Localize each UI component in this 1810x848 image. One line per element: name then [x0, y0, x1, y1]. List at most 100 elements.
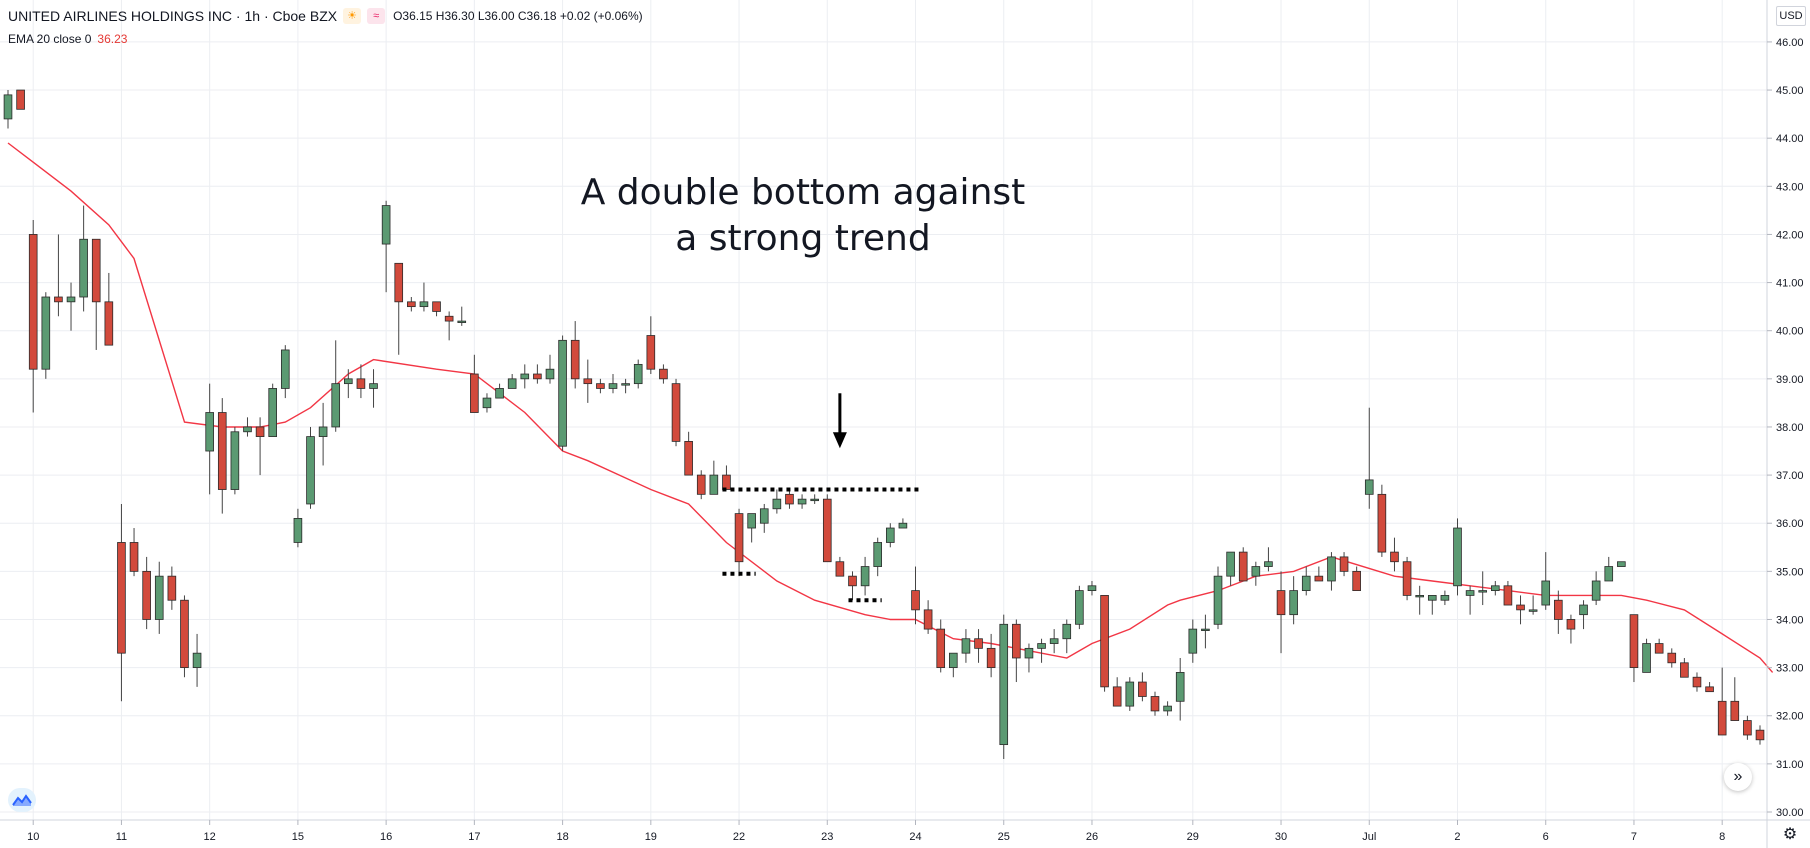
time-tick-label: 6	[1543, 831, 1549, 843]
candle-body	[79, 238, 88, 298]
price-tick-label: 43.00	[1776, 181, 1804, 193]
candle-body	[1465, 590, 1475, 596]
candle-down	[822, 494, 832, 563]
candle-body	[1755, 729, 1765, 741]
time-tick-label: 11	[116, 831, 127, 843]
candle-body	[180, 599, 189, 669]
candle-up	[1478, 571, 1488, 606]
candle-body	[507, 378, 517, 389]
candle-down	[785, 489, 794, 509]
currency-button[interactable]: USD	[1776, 6, 1806, 26]
candle-body	[1579, 604, 1588, 616]
candle-down	[1150, 691, 1160, 716]
time-tick-label: 26	[1086, 831, 1098, 843]
time-tick-label: 23	[821, 831, 833, 843]
candle-up	[419, 282, 429, 312]
candle-body	[1062, 623, 1072, 640]
candle-up	[949, 652, 958, 678]
time-tick-label: 24	[909, 831, 921, 843]
wave-icon[interactable]: ≈	[367, 8, 386, 24]
annotation-text-line1: A double bottom against	[581, 172, 1026, 213]
candle-down	[986, 633, 996, 678]
price-tick-label: 37.00	[1776, 470, 1804, 482]
price-tick-label: 41.00	[1776, 278, 1804, 290]
candle-down	[217, 398, 227, 514]
tradingview-logo-icon[interactable]	[8, 788, 36, 812]
symbol-title[interactable]: UNITED AIRLINES HOLDINGS INC · 1h · Cboe…	[8, 8, 338, 24]
candle-body	[1591, 580, 1601, 601]
candle-body	[1541, 580, 1551, 606]
candle-body	[1138, 681, 1147, 697]
candle-body	[243, 426, 252, 433]
candle-body	[28, 234, 38, 370]
time-axis[interactable]: 10 11 12 15 16 17 18 19 22 23 24 25 26 29 30 Jul 2 6 7 8	[0, 819, 1810, 843]
candle-body	[520, 373, 530, 380]
price-tick-label: 36.00	[1776, 518, 1804, 530]
candle-down	[1100, 595, 1109, 692]
candle-down	[1112, 677, 1122, 707]
candle-body	[684, 440, 693, 476]
candle-up	[709, 460, 719, 495]
candle-up	[280, 345, 290, 399]
candle-up	[1049, 629, 1059, 654]
candle-up	[230, 426, 240, 495]
candle-body	[356, 378, 366, 389]
candle-down	[533, 364, 542, 384]
candle-down	[596, 378, 605, 394]
candle-up	[898, 518, 908, 529]
candle-body	[1314, 575, 1324, 582]
candle-up	[66, 282, 76, 331]
time-tick-label: 16	[380, 831, 392, 843]
price-tick-label: 45.00	[1776, 85, 1804, 97]
candle-down	[1730, 677, 1740, 721]
price-tick-label: 44.00	[1776, 133, 1804, 145]
candle-body	[1617, 561, 1626, 567]
price-tick-label: 32.00	[1776, 711, 1804, 723]
candle-body	[822, 498, 832, 563]
candle-body	[1175, 672, 1185, 702]
double-chevron-right-icon[interactable]: »	[1724, 763, 1752, 791]
candle-down	[835, 556, 845, 577]
candle-body	[381, 205, 391, 245]
candle-body	[1226, 551, 1235, 577]
candle-body	[1377, 493, 1387, 553]
time-tick-label: 2	[1454, 831, 1460, 843]
candle-down	[1755, 725, 1765, 745]
time-tick-label: 19	[645, 831, 657, 843]
indicator-legend[interactable]: EMA 20 close 0 36.23	[8, 32, 127, 46]
candle-up	[1453, 518, 1462, 596]
candle-down	[1629, 614, 1639, 683]
candle-up	[3, 90, 13, 129]
candle-body	[722, 474, 731, 490]
candle-down	[444, 311, 454, 341]
candle-body	[1125, 681, 1135, 707]
price-axis[interactable]: 30.00 31.00 32.00 33.00 34.00 35.00 36.00 37.00…	[1766, 0, 1804, 848]
candle-body	[1352, 570, 1361, 592]
candle-up	[482, 393, 492, 413]
candle-body	[1364, 479, 1374, 495]
candle-body	[1276, 590, 1286, 616]
candle-up	[1364, 407, 1374, 509]
candle-body	[785, 493, 794, 505]
gear-icon[interactable]: ⚙	[1782, 826, 1798, 843]
candle-up	[1087, 580, 1097, 596]
candle-up	[154, 561, 164, 634]
candle-body	[1566, 619, 1576, 630]
price-tick-label: 46.00	[1776, 37, 1804, 49]
candle-body	[1654, 643, 1664, 654]
annotations	[722, 393, 920, 603]
candle-up	[1491, 580, 1500, 596]
candle-up	[961, 629, 971, 663]
candle-body	[1075, 590, 1084, 625]
sun-icon[interactable]: ☀	[343, 8, 362, 24]
candle-up	[873, 537, 883, 577]
candle-body	[898, 522, 908, 529]
candle-up	[747, 513, 756, 543]
candle-body	[621, 383, 630, 386]
candle-down	[1012, 619, 1021, 683]
candle-up	[1415, 585, 1424, 615]
candle-body	[154, 575, 164, 620]
candle-down	[1276, 571, 1286, 654]
candle-body	[268, 388, 277, 437]
